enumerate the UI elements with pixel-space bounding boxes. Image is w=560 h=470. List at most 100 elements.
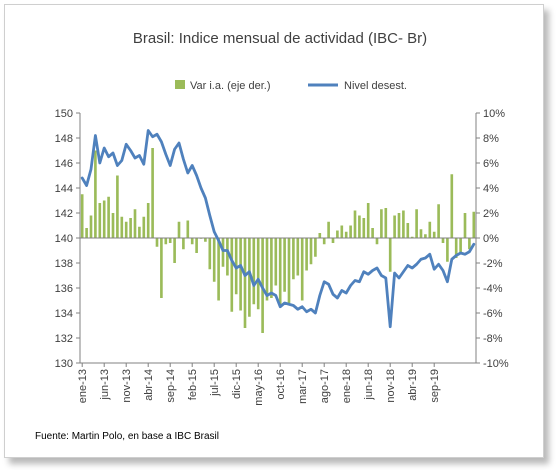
bar-14 [142,216,146,238]
tick-labels: 130 132 134 136 138 140 142 144 146 148 150 -10% -8%… [55,108,509,406]
bar-56 [327,221,330,238]
x-tick-label: dic-15 [231,369,243,399]
bar-33 [226,238,229,276]
left-tick-label: 130 [55,358,73,370]
legend-label-line: Nivel desest. [344,80,407,92]
bar-67 [375,238,379,245]
bar-69 [384,208,388,238]
legend-label-bars: Var i.a. (eje der.) [190,80,271,92]
bar-31 [217,238,220,301]
bar-86 [459,238,462,253]
bar-34 [230,238,234,312]
source-note: Fuente: Martin Polo, en base a IBC Brasi… [35,431,219,442]
bar-20 [168,238,172,243]
x-tick-label: abr-14 [143,369,155,401]
x-tick-label: feb-15 [187,369,199,400]
chart-frame [4,4,544,458]
bar-24 [186,220,190,238]
bar-50 [300,238,304,301]
left-tick-label: 144 [55,183,73,195]
legend-swatch-bars [175,80,185,89]
x-tick-label: jul-15 [209,369,221,397]
bar-80 [432,231,436,238]
bar-68 [380,209,383,238]
bar-3 [94,150,97,238]
bar-64 [362,218,366,238]
bar-78 [424,234,427,238]
bar-49 [296,238,300,276]
bar-32 [221,238,225,267]
axes [76,112,480,367]
bar-74 [406,223,410,238]
bar-63 [358,215,361,238]
bar-55 [322,238,326,245]
x-tick-label: nov-13 [121,369,133,403]
right-tick-label: 10% [483,108,505,120]
x-tick-label: ene-13 [77,369,89,403]
left-tick-label: 142 [55,208,73,220]
x-tick-label: ago-17 [319,369,331,403]
left-tick-label: 138 [55,258,73,270]
bar-79 [428,221,432,238]
right-tick-label: 2% [483,208,499,220]
bar-22 [177,221,181,238]
bar-5 [102,200,106,238]
bar-36 [239,238,242,311]
bar-28 [204,238,207,242]
right-tick-label: 0% [483,233,499,245]
bar-47 [287,238,291,303]
series-line-nivel [80,129,476,329]
right-tick-label: 8% [483,133,499,145]
bar-73 [402,210,405,238]
bar-81 [437,204,440,238]
x-tick-label: mar-17 [297,369,309,404]
right-tick-label: 6% [483,158,499,170]
bar-58 [336,230,339,238]
x-tick-label: abr-19 [407,369,419,401]
bar-89 [472,211,476,238]
bar-87 [463,213,467,238]
bar-29 [208,238,212,270]
bar-65 [366,203,370,238]
bar-16 [151,148,154,238]
bar-83 [446,238,449,262]
right-tick-label: -10% [483,358,509,370]
bar-51 [305,238,308,271]
x-tick-label: nov-18 [385,369,397,403]
bar-48 [292,238,295,280]
bar-43 [270,238,273,298]
bar-8 [116,175,119,238]
bar-12 [133,209,137,238]
bar-77 [419,229,423,238]
bar-13 [138,226,141,238]
left-tick-label: 140 [55,233,73,245]
bar-76 [415,209,418,238]
bar-38 [248,238,251,317]
left-tick-label: 132 [55,333,73,345]
bar-54 [318,233,322,238]
bar-53 [314,238,317,257]
right-tick-label: -4% [483,283,503,295]
right-tick-label: 4% [483,183,499,195]
left-tick-label: 136 [55,283,73,295]
bar-2 [89,215,93,238]
x-tick-label: sep-14 [165,369,177,403]
bar-25 [190,238,194,245]
bar-70 [388,238,392,272]
left-tick-label: 146 [55,158,73,170]
bar-37 [243,238,247,328]
bar-7 [111,213,115,238]
bar-4 [98,203,102,238]
bar-60 [344,231,348,238]
x-tick-label: jun-18 [363,369,375,401]
bar-59 [340,225,344,238]
bar-45 [278,238,282,306]
bar-26 [195,238,198,253]
bar-71 [393,215,396,238]
bar-23 [182,238,185,250]
bar-42 [265,238,269,301]
left-tick-label: 150 [55,108,73,120]
right-tick-label: -8% [483,333,503,345]
bar-44 [274,238,278,286]
